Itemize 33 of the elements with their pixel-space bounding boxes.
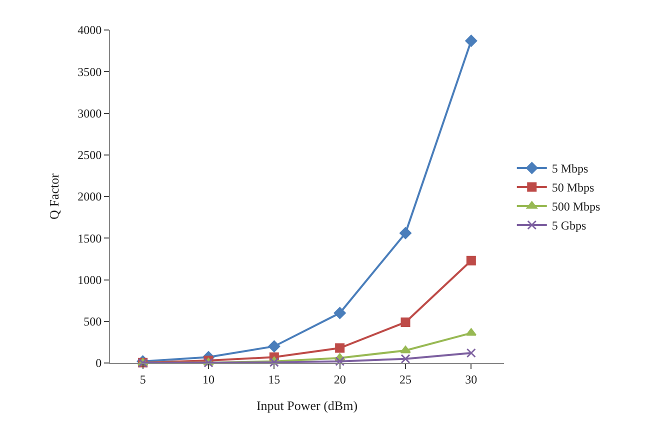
y-tick-label: 1000 (78, 272, 102, 287)
point (400, 227, 412, 240)
y-tick-label: 1500 (78, 231, 102, 246)
legend-label: 50 Mbps (552, 180, 595, 195)
y-tick-label: 3500 (78, 64, 102, 79)
y-tick-label: 3000 (78, 106, 102, 120)
point (335, 356, 345, 366)
y-tick-label: 2000 (78, 190, 102, 204)
x-axis-title: Input Power (dBm) (256, 398, 358, 413)
point (400, 317, 410, 327)
point (335, 343, 345, 353)
point (466, 348, 476, 358)
legend-label: 5 Mbps (552, 162, 589, 176)
point (400, 354, 410, 364)
point (269, 358, 279, 368)
y-tick-label: 500 (84, 314, 102, 329)
x-tick-label: 30 (465, 372, 478, 386)
point (466, 256, 476, 266)
point (268, 340, 280, 352)
y-tick-label: 2500 (78, 148, 102, 162)
x-tick-label: 10 (202, 372, 214, 386)
x-tick-label: 15 (268, 372, 280, 386)
y-tick-label: 0 (96, 356, 102, 370)
point (400, 346, 411, 354)
y-tick-label: 4000 (78, 23, 102, 38)
x-tick-label: 25 (400, 372, 412, 386)
x-tick-label: 20 (334, 372, 346, 386)
point (334, 307, 346, 319)
legend-label: 500 Mbps (552, 200, 601, 214)
point (465, 34, 478, 47)
y-axis-title: Q Factor (46, 172, 62, 220)
legend-label: 5 Gbps (552, 218, 587, 233)
x-tick-label: 5 (140, 372, 146, 386)
